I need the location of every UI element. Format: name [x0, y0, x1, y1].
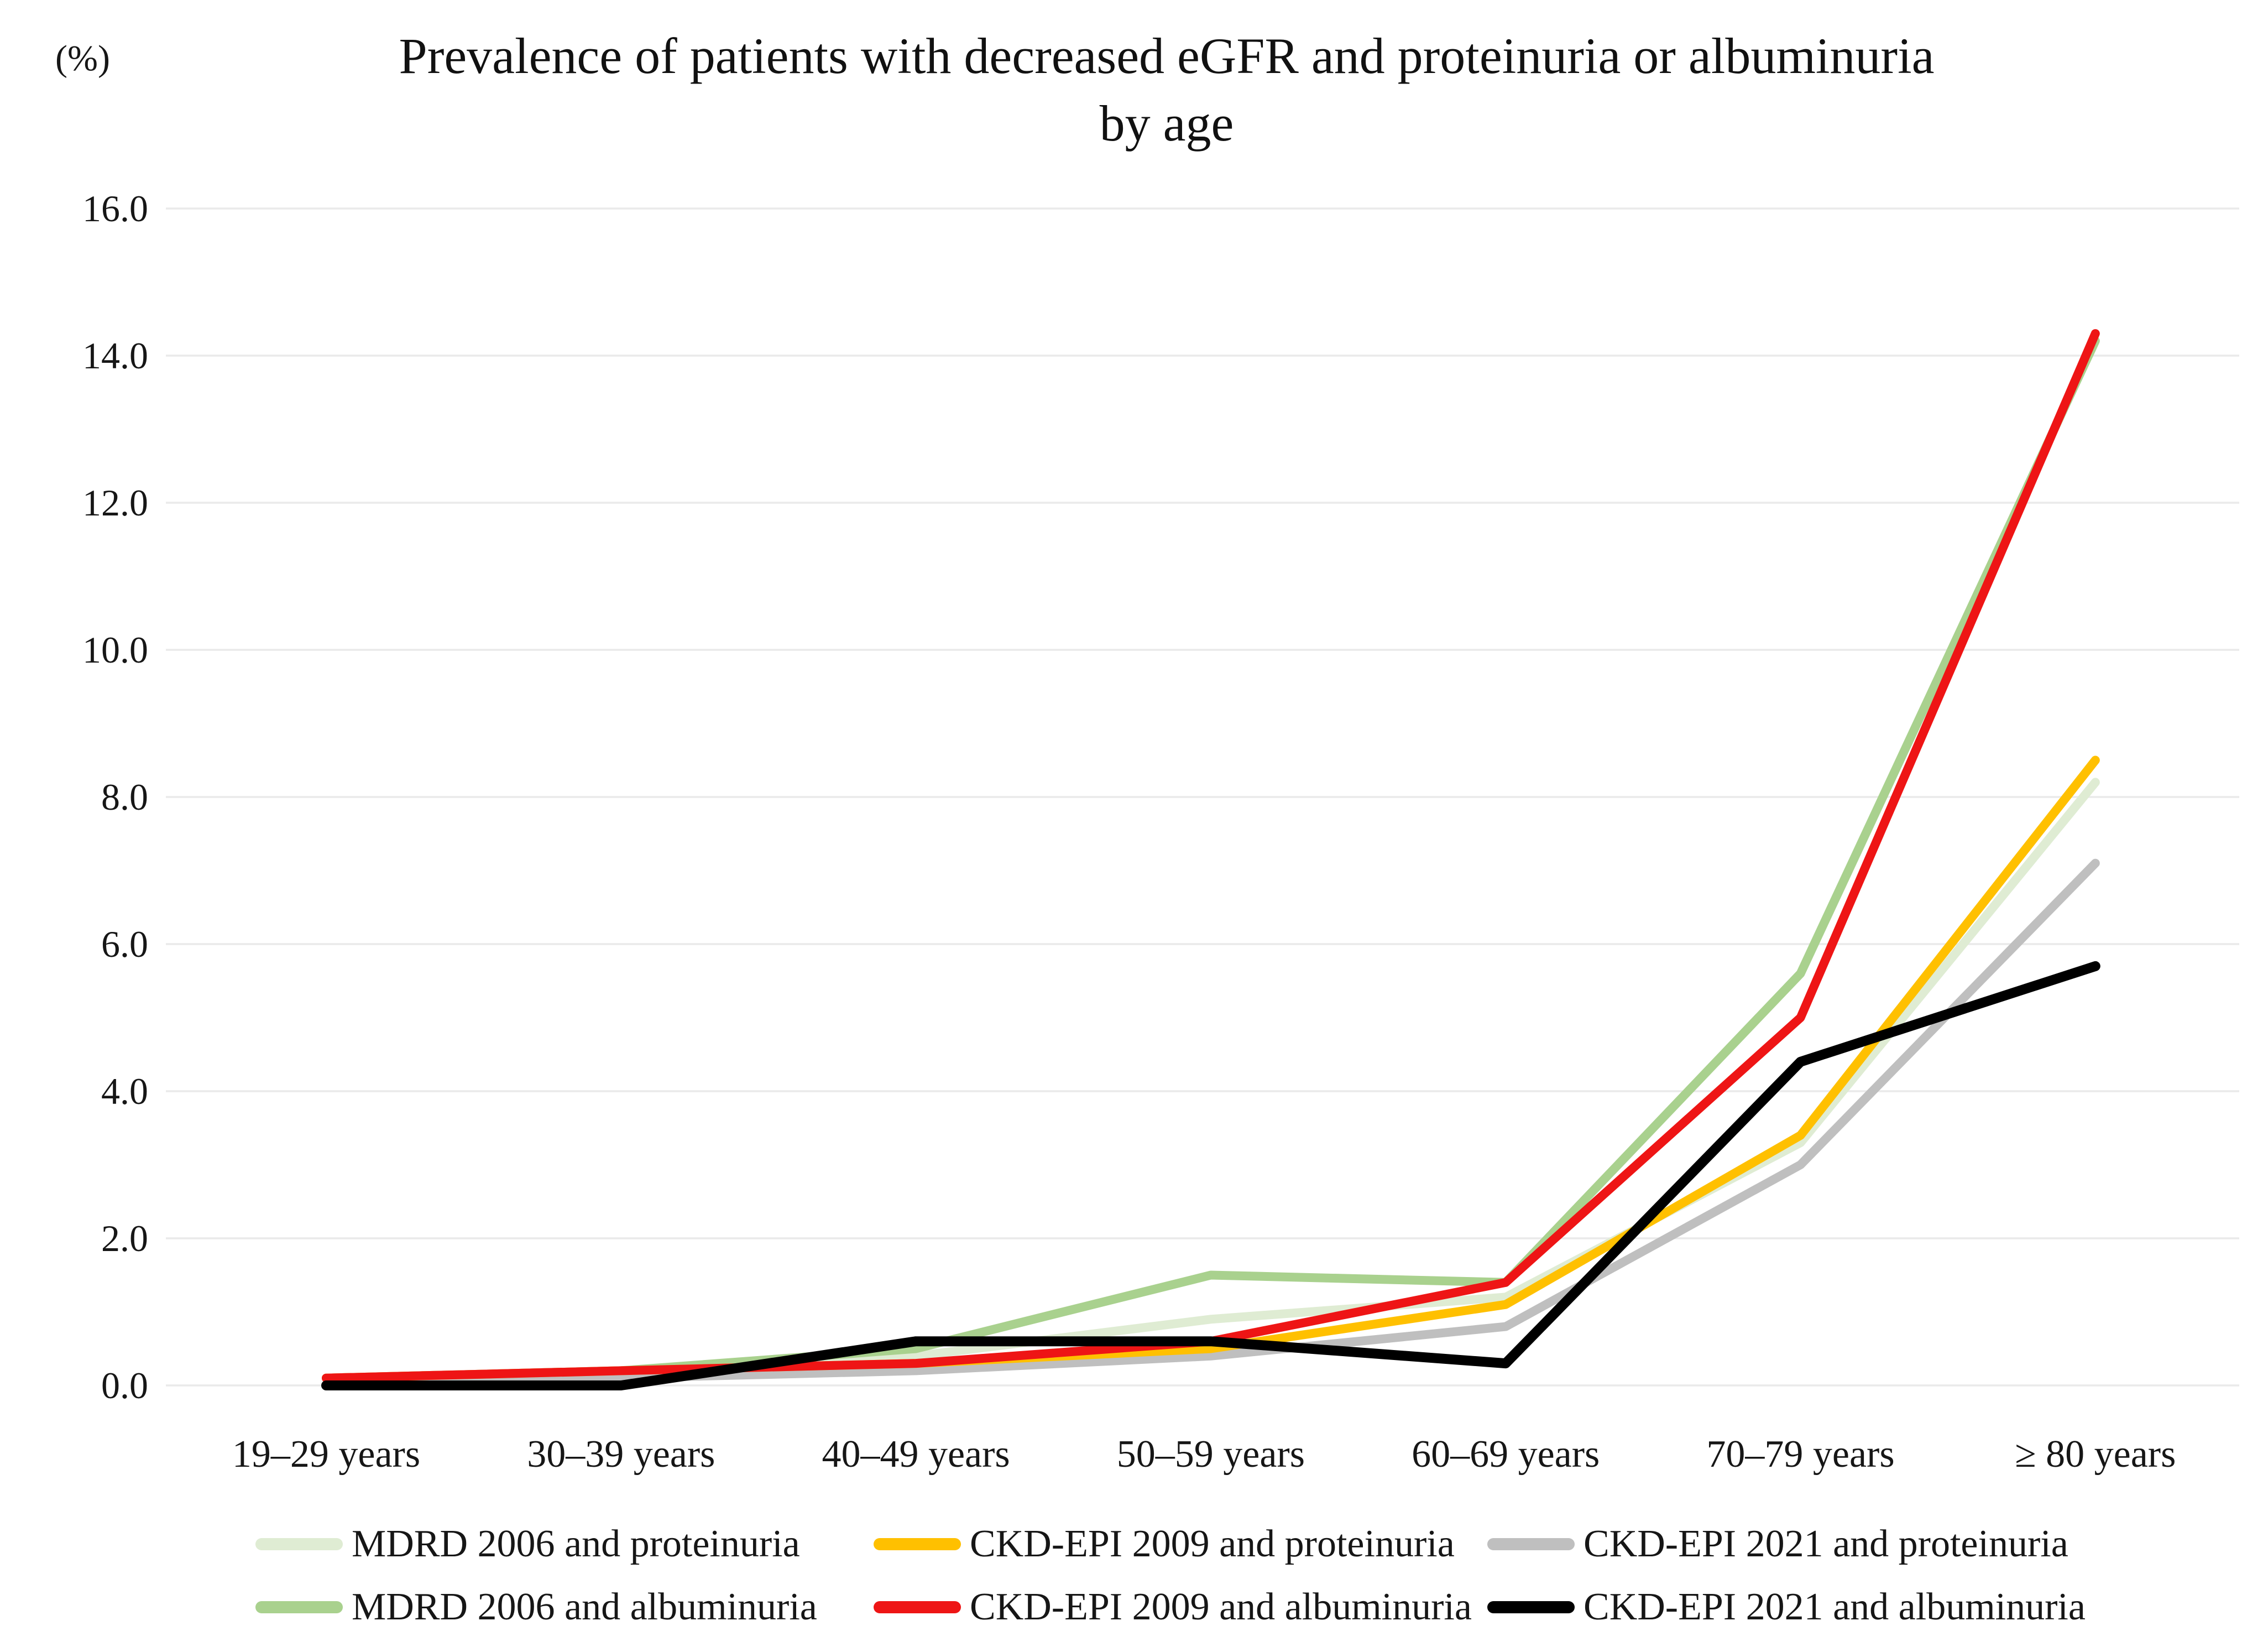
y-tick-label: 6.0 — [101, 923, 148, 965]
series-line-ckd-epi-2021-and-proteinuria — [322, 858, 2100, 1383]
y-tick-label: 16.0 — [82, 187, 148, 230]
x-tick-label: 60–69 years — [1412, 1433, 1600, 1476]
x-tick-label: 50–59 years — [1117, 1433, 1305, 1476]
y-tick-label: 4.0 — [101, 1070, 148, 1112]
chart-title: Prevalence of patients with decreased eG… — [221, 22, 2112, 157]
y-tick-label: 2.0 — [101, 1217, 148, 1259]
chart-title-line2: by age — [1099, 95, 1234, 152]
y-tick-label: 0.0 — [101, 1364, 148, 1406]
x-tick-label: ≥ 80 years — [2015, 1433, 2176, 1476]
x-tick-label: 70–79 years — [1706, 1433, 1894, 1476]
series-line-ckd-epi-2009-and-albuminuria — [322, 329, 2100, 1383]
series-line-ckd-epi-2009-and-proteinuria — [322, 755, 2100, 1383]
y-axis-unit-label: (%) — [55, 38, 110, 79]
x-tick-label: 40–49 years — [822, 1433, 1010, 1476]
series-line-mdrd-2006-and-proteinuria — [322, 778, 2100, 1383]
chart-title-line1: Prevalence of patients with decreased eG… — [399, 28, 1935, 84]
series-line-mdrd-2006-and-albuminuria — [322, 336, 2100, 1383]
y-tick-label: 10.0 — [82, 629, 148, 671]
x-tick-label: 19–29 years — [232, 1433, 420, 1476]
series-line-ckd-epi-2021-and-albuminuria — [321, 961, 2100, 1390]
y-tick-label: 8.0 — [101, 776, 148, 818]
y-tick-label: 14.0 — [82, 335, 148, 377]
x-tick-label: 30–39 years — [527, 1433, 715, 1476]
y-tick-label: 12.0 — [82, 482, 148, 524]
